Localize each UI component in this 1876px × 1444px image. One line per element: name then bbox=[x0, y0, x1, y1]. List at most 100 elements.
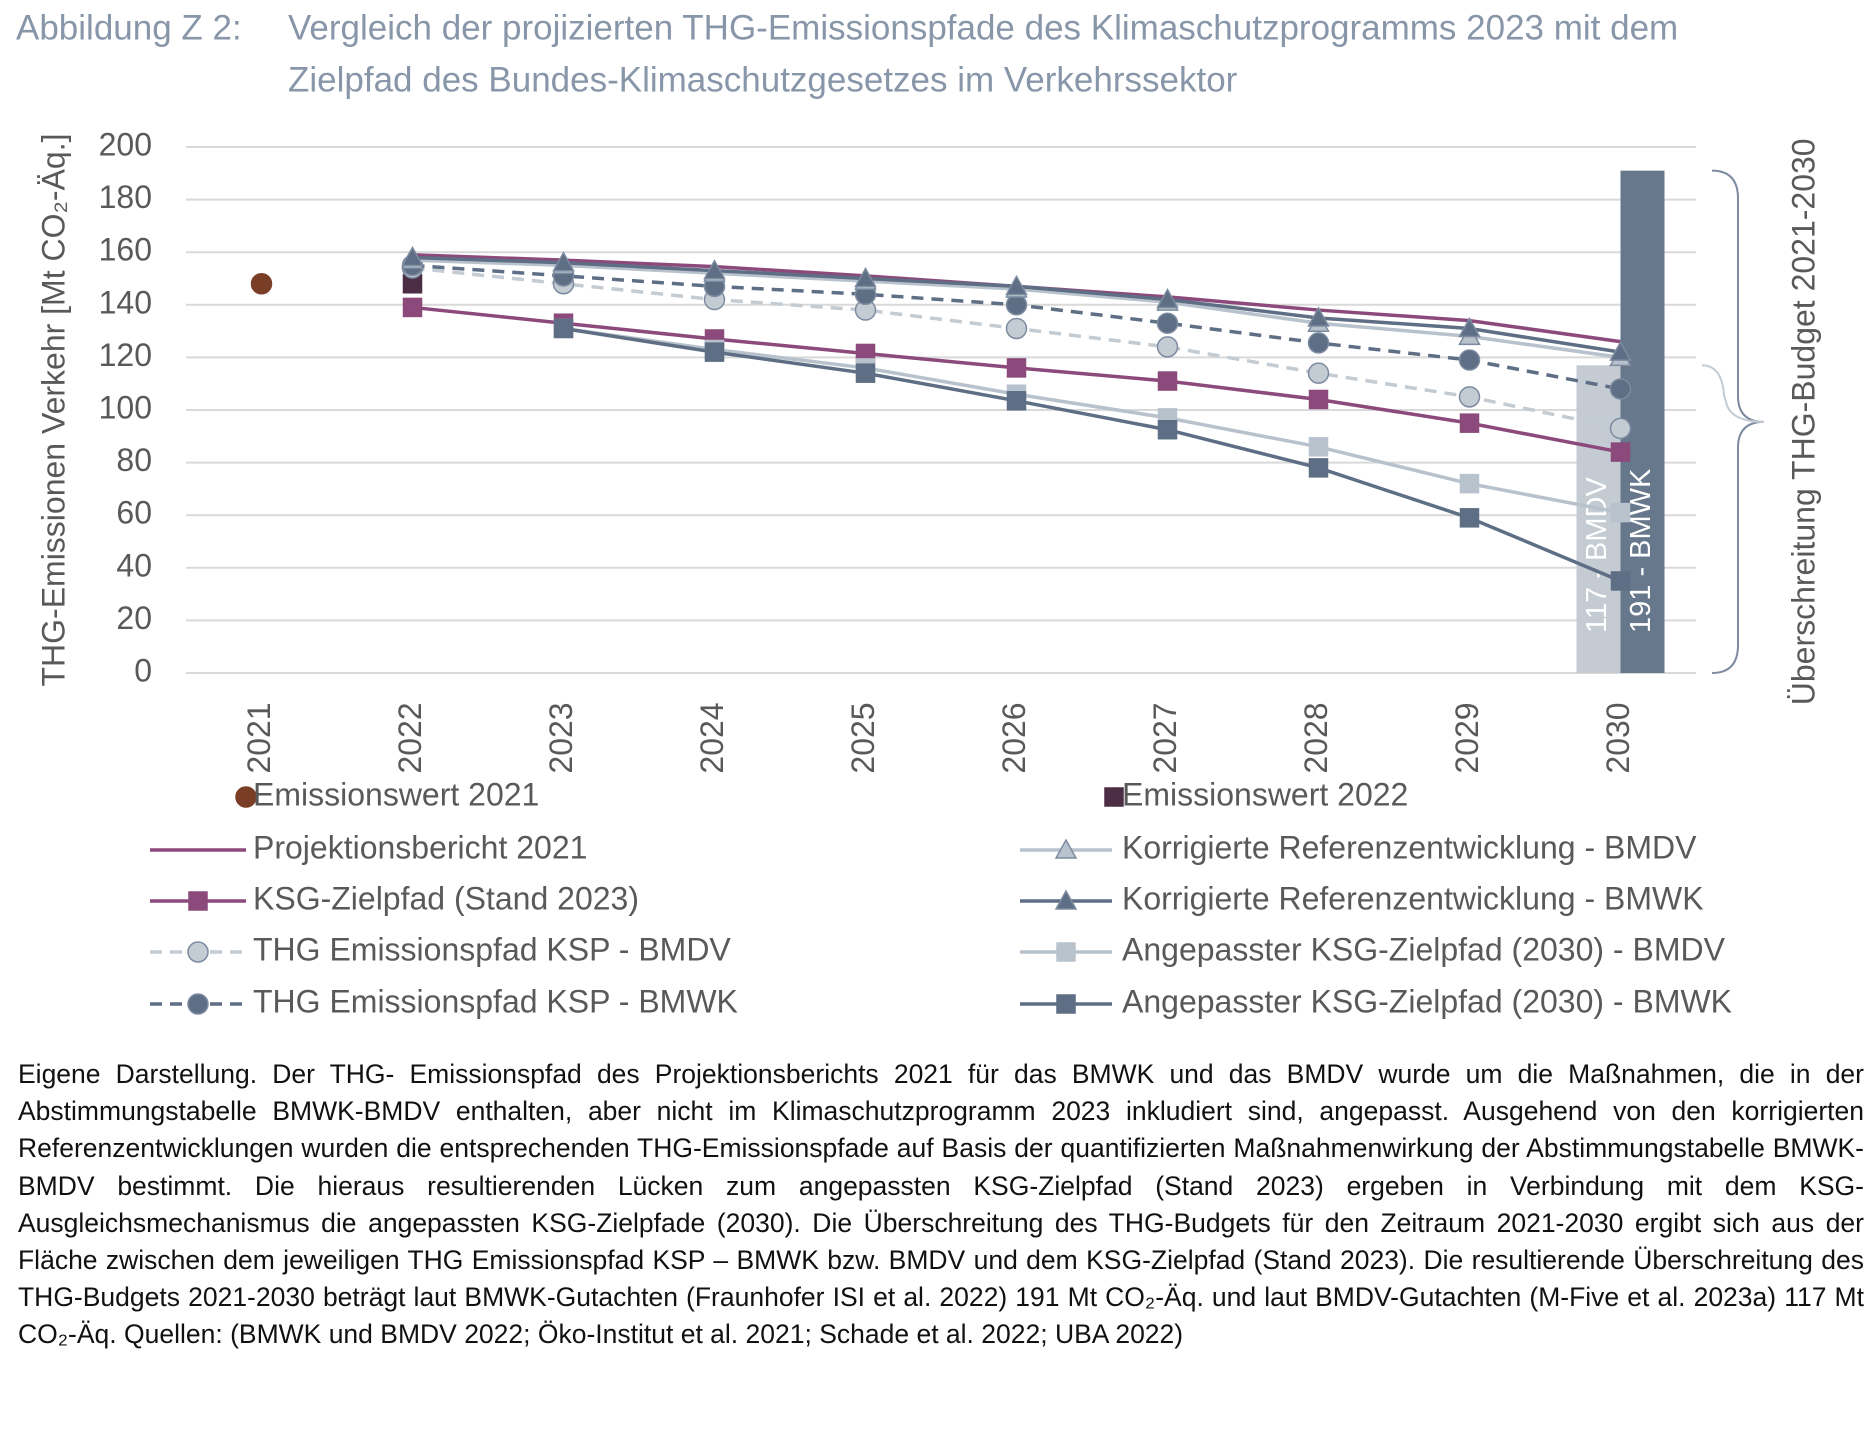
marker bbox=[1458, 349, 1481, 371]
marker bbox=[235, 786, 257, 808]
x-tick-label: 2029 bbox=[1449, 702, 1485, 773]
y-tick-label: 140 bbox=[99, 284, 152, 320]
legend-item: KSG-Zielpfad (Stand 2023) bbox=[150, 880, 639, 916]
legend-item: Korrigierte Referenzentwicklung - BMDV bbox=[1020, 829, 1697, 865]
marker bbox=[1005, 274, 1028, 296]
marker bbox=[1056, 994, 1076, 1014]
x-tick-label: 2030 bbox=[1600, 702, 1636, 773]
legend-item: Angepasster KSG-Zielpfad (2030) - BMWK bbox=[1020, 983, 1732, 1019]
legend-label: THG Emissionspfad KSP - BMDV bbox=[253, 931, 731, 967]
footnote: Eigene Darstellung. Der THG- Emissionspf… bbox=[18, 1059, 1864, 1350]
marker bbox=[1005, 317, 1028, 340]
marker bbox=[1610, 571, 1631, 591]
legend-label: Angepasster KSG-Zielpfad (2030) - BMWK bbox=[1122, 983, 1732, 1019]
x-tick-label: 2022 bbox=[392, 702, 428, 773]
marker bbox=[1156, 287, 1179, 309]
figure-label: Abbildung Z 2: bbox=[16, 8, 242, 47]
marker bbox=[1307, 306, 1330, 327]
marker bbox=[1156, 336, 1179, 358]
marker bbox=[1308, 458, 1329, 478]
marker bbox=[250, 273, 273, 295]
x-tick-label: 2025 bbox=[845, 702, 881, 773]
brace bbox=[1701, 364, 1765, 423]
marker bbox=[1458, 386, 1481, 408]
legend-label: Korrigierte Referenzentwicklung - BMWK bbox=[1122, 880, 1704, 916]
chart-title: Vergleich der projizierten THG-Emissions… bbox=[288, 8, 1678, 47]
y-axis-title: THG-Emissionen Verkehr [Mt CO₂-Äq.] bbox=[35, 134, 71, 687]
marker bbox=[1056, 942, 1076, 962]
marker bbox=[1308, 389, 1329, 410]
x-tick-label: 2021 bbox=[241, 702, 277, 773]
bar-label: 117 - BMDV bbox=[1581, 477, 1613, 633]
marker bbox=[188, 891, 208, 911]
legend-item: THG Emissionspfad KSP - BMWK bbox=[150, 983, 738, 1019]
y-tick-label: 80 bbox=[116, 442, 152, 478]
marker bbox=[1609, 417, 1632, 440]
legend-item: Angepasster KSG-Zielpfad (2030) - BMDV bbox=[1020, 931, 1726, 967]
y-tick-label: 40 bbox=[116, 547, 152, 583]
legend-item: THG Emissionspfad KSP - BMDV bbox=[150, 931, 731, 967]
marker bbox=[1308, 437, 1329, 457]
legend-label: KSG-Zielpfad (Stand 2023) bbox=[253, 880, 639, 916]
x-tick-label: 2023 bbox=[543, 702, 579, 773]
marker bbox=[703, 259, 726, 280]
legend-label: Projektionsbericht 2021 bbox=[253, 829, 587, 865]
legend-item: Korrigierte Referenzentwicklung - BMWK bbox=[1020, 880, 1704, 916]
marker bbox=[401, 245, 424, 267]
marker bbox=[1054, 838, 1078, 859]
series-line bbox=[563, 326, 1621, 515]
x-tick-label: 2028 bbox=[1298, 702, 1334, 773]
marker bbox=[854, 266, 877, 288]
marker bbox=[1610, 442, 1631, 462]
y-tick-label: 160 bbox=[99, 232, 152, 268]
marker bbox=[1610, 502, 1631, 523]
marker bbox=[1609, 378, 1632, 400]
bar-label: 191 - BMWK bbox=[1625, 468, 1657, 633]
y-tick-label: 0 bbox=[134, 652, 152, 688]
legend-label: Angepasster KSG-Zielpfad (2030) - BMDV bbox=[1122, 931, 1726, 967]
legend-label: THG Emissionspfad KSP - BMWK bbox=[253, 983, 738, 1019]
series-line bbox=[563, 326, 1622, 583]
marker bbox=[402, 297, 423, 318]
chart: Abbildung Z 2: Vergleich der projizierte… bbox=[16, 8, 1821, 1019]
y-tick-label: 20 bbox=[116, 600, 152, 636]
marker bbox=[1609, 340, 1632, 361]
annotation: Überschreitung THG-Budget 2021-2030 bbox=[1785, 138, 1821, 705]
legend-label: Emissionswert 2021 bbox=[253, 776, 539, 812]
legend-label: Emissionswert 2022 bbox=[1122, 776, 1408, 812]
marker bbox=[1054, 889, 1078, 910]
x-tick-label: 2026 bbox=[996, 702, 1032, 773]
marker bbox=[1006, 391, 1027, 411]
y-tick-label: 100 bbox=[99, 389, 152, 425]
legend-item: Projektionsbericht 2021 bbox=[150, 829, 587, 865]
marker bbox=[553, 318, 574, 339]
marker bbox=[1459, 473, 1480, 494]
x-tick-label: 2024 bbox=[694, 702, 730, 773]
marker bbox=[552, 251, 575, 272]
marker bbox=[1458, 316, 1481, 338]
marker bbox=[1459, 413, 1480, 433]
marker bbox=[187, 993, 209, 1015]
y-tick-label: 200 bbox=[99, 126, 152, 162]
x-tick-label: 2027 bbox=[1147, 702, 1183, 773]
legend-item: Emissionswert 2022 bbox=[1104, 776, 1408, 812]
y-tick-label: 180 bbox=[99, 179, 152, 215]
marker bbox=[1459, 508, 1480, 528]
marker bbox=[1157, 419, 1178, 440]
marker bbox=[704, 342, 725, 362]
y-tick-label: 60 bbox=[116, 495, 152, 531]
marker bbox=[1307, 362, 1330, 384]
marker bbox=[1307, 332, 1330, 354]
marker bbox=[1104, 787, 1124, 807]
marker bbox=[1005, 294, 1028, 316]
marker bbox=[1006, 358, 1027, 378]
marker bbox=[187, 941, 209, 963]
legend-label: Korrigierte Referenzentwicklung - BMDV bbox=[1122, 829, 1697, 865]
marker bbox=[855, 363, 876, 383]
legend-item: Emissionswert 2021 bbox=[235, 776, 539, 812]
y-tick-label: 120 bbox=[99, 337, 152, 373]
marker bbox=[1157, 371, 1178, 391]
chart-title: Zielpfad des Bundes-Klimaschutzgesetzes … bbox=[288, 60, 1238, 99]
marker bbox=[1156, 312, 1179, 334]
